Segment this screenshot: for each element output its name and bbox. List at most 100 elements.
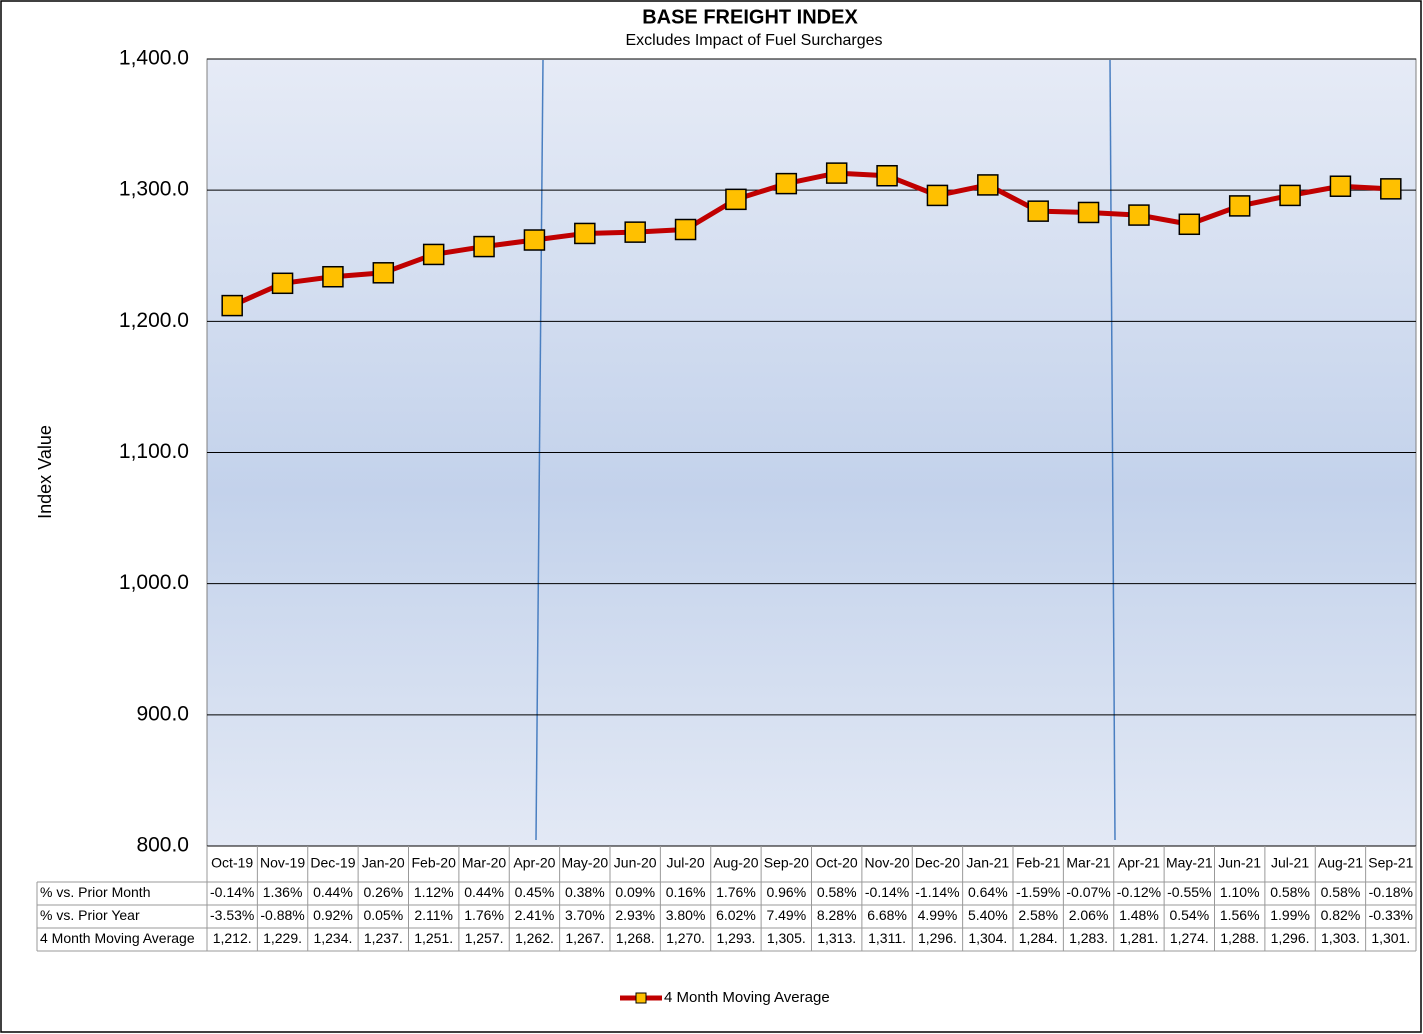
table-cell: -3.53% [210,907,254,923]
table-cell: 1.56% [1220,907,1260,923]
table-cell: 0.05% [363,907,403,923]
marker [1228,195,1251,217]
marker [523,229,546,251]
table-cell: 0.38% [565,884,605,900]
x-tick-label: Dec-19 [310,855,355,871]
table-cell: 1,304. [968,930,1007,946]
table-cell: 0.82% [1321,907,1361,923]
table-cell: 0.64% [968,884,1008,900]
table-cell: 2.58% [1018,907,1058,923]
table-cell: 2.06% [1069,907,1109,923]
table-cell: 1,284. [1019,930,1058,946]
marker [825,162,848,184]
marker [1077,201,1100,224]
x-tick-label: Aug-20 [713,855,758,871]
table-cell: 1,296. [1271,930,1310,946]
x-tick-label: Apr-21 [1118,855,1160,871]
y-tick-label: 1,400.0 [119,47,189,70]
x-tick-label: Jan-20 [362,855,405,871]
table-cell: -0.88% [260,907,304,923]
y-tick-label: 1,300.0 [119,178,189,201]
marker [876,164,898,187]
table-cell: 1,262. [515,930,554,946]
table-cell: 1,303. [1321,930,1360,946]
table-cell: 8.28% [817,907,857,923]
table-cell: -1.59% [1016,884,1060,900]
table-cell: 1,313. [817,930,856,946]
table-cell: -1.14% [915,884,959,900]
table-cell: 1,267. [565,930,604,946]
table-cell: -0.14% [210,884,254,900]
table-cell: -0.12% [1117,884,1161,900]
x-tick-label: Mar-20 [462,855,507,871]
table-cell: 0.16% [666,884,706,900]
legend-label: 4 Month Moving Average [664,989,830,1006]
table-cell: 1,229. [263,930,302,946]
row-label: 4 Month Moving Average [40,930,195,946]
x-tick-label: Oct-20 [816,855,858,871]
x-tick-label: Jun-21 [1218,855,1261,871]
table-cell: 0.58% [1270,884,1310,900]
x-tick-label: Jul-20 [666,855,704,871]
x-tick-label: Dec-20 [915,855,960,871]
marker [574,222,596,245]
x-tick-label: Feb-20 [412,855,457,871]
table-cell: 4.99% [918,907,958,923]
table-cell: 1.12% [414,884,454,900]
table-cell: -0.18% [1369,884,1413,900]
table-cell: 1,311. [868,930,906,946]
table-cell: 1,296. [918,930,957,946]
table-cell: -0.55% [1167,884,1211,900]
x-tick-label: May-21 [1166,855,1213,871]
table-cell: 1,293. [716,930,755,946]
marker [1178,213,1201,236]
table-cell: 2.93% [615,907,655,923]
table-cell: 1,274. [1170,930,1209,946]
table-cell: 1,301. [1371,930,1410,946]
y-axis-label: Index Value [35,425,55,519]
x-tick-label: Nov-20 [864,855,909,871]
table-cell: 1,268. [616,930,655,946]
marker [775,172,798,195]
table-cell: 6.02% [716,907,756,923]
table-cell: 1,251. [414,930,453,946]
table-cell: 7.49% [766,907,806,923]
table-cell: 3.70% [565,907,605,923]
marker [977,174,999,196]
x-tick-label: Jun-20 [614,855,657,871]
x-tick-label: Sep-21 [1368,855,1413,871]
table-cell: 1.36% [263,884,303,900]
marker [1279,184,1301,207]
x-tick-label: Mar-21 [1066,855,1111,871]
marker [926,184,949,207]
marker [221,294,243,317]
x-tick-label: Oct-19 [211,855,253,871]
x-tick-label: Nov-19 [260,855,305,871]
table-cell: 0.45% [515,884,555,900]
x-tick-label: Jan-21 [966,855,1009,871]
table-cell: 0.58% [1321,884,1361,900]
table-cell: 1.76% [464,907,504,923]
table-cell: -0.14% [865,884,909,900]
marker [1329,175,1352,197]
table-cell: 0.09% [615,884,655,900]
table-cell: -0.33% [1369,907,1413,923]
table-cell: 0.44% [313,884,353,900]
y-tick-label: 1,200.0 [119,309,189,332]
marker [725,188,747,211]
table-cell: 0.92% [313,907,353,923]
table-cell: 1.76% [716,884,756,900]
marker [372,262,395,284]
row-label: % vs. Prior Year [40,907,140,923]
y-tick-label: 1,000.0 [119,571,189,594]
x-tick-label: May-20 [561,855,608,871]
marker [1027,200,1049,222]
table-cell: 1.99% [1270,907,1310,923]
table-cell: 0.96% [766,884,806,900]
table-cell: 1,257. [465,930,504,946]
table-cell: 1.48% [1119,907,1159,923]
table-cell: 1,234. [313,930,352,946]
table-cell: 1.10% [1220,884,1260,900]
table-cell: 1,305. [767,930,806,946]
